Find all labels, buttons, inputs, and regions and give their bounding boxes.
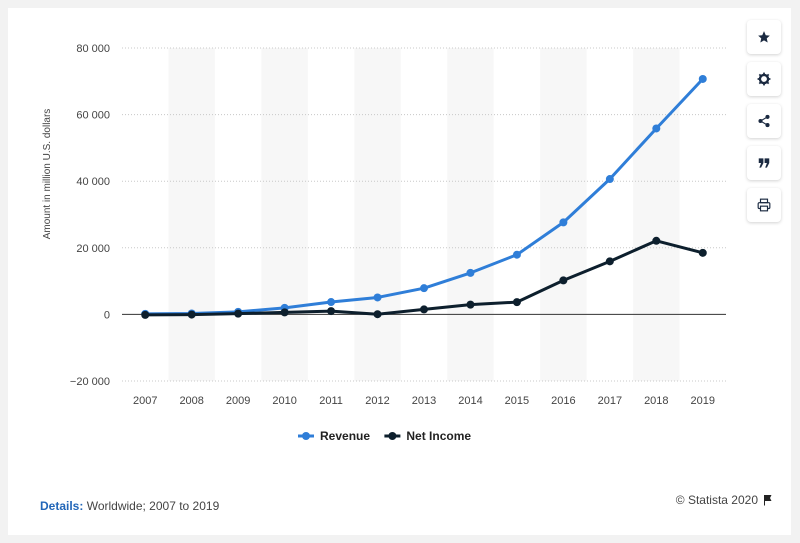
legend-label-revenue: Revenue xyxy=(320,429,370,443)
x-tick-label: 2011 xyxy=(319,395,343,407)
chart-card: −20 000 0 20 000 40 000 60 000 80 000 2007 200… xyxy=(8,8,791,535)
legend: Revenue Net Income xyxy=(298,429,471,443)
y-tick-label: −20 000 xyxy=(70,376,110,388)
y-tick-label: 40 000 xyxy=(76,176,110,188)
details-label[interactable]: Details: xyxy=(40,499,84,513)
print-button[interactable] xyxy=(747,188,781,222)
point-revenue-2018 xyxy=(652,124,661,133)
settings-button[interactable] xyxy=(747,62,781,96)
x-tick-label: 2012 xyxy=(365,395,389,407)
y-tick-label: 80 000 xyxy=(76,43,110,55)
point-net-income-2010 xyxy=(280,308,289,317)
band-2012 xyxy=(354,48,401,381)
point-revenue-2017 xyxy=(605,175,614,184)
y-axis-ticks: −20 000 0 20 000 40 000 60 000 80 000 xyxy=(70,43,110,388)
x-tick-label: 2013 xyxy=(412,395,436,407)
point-net-income-2017 xyxy=(605,257,614,266)
point-revenue-2011 xyxy=(327,298,336,307)
x-tick-label: 2010 xyxy=(272,395,296,407)
series-line-net-income xyxy=(145,239,704,317)
y-axis-label: Amount in million U.S. dollars xyxy=(42,109,53,240)
statista-credit[interactable]: © Statista 2020 xyxy=(676,493,774,507)
x-tick-label: 2009 xyxy=(226,395,250,407)
share-icon xyxy=(758,114,770,128)
point-net-income-2008 xyxy=(187,310,196,319)
band-2018 xyxy=(633,48,680,381)
point-revenue-2014 xyxy=(466,268,475,277)
star-icon xyxy=(758,31,770,43)
quote-icon xyxy=(758,158,770,168)
alternating-bands xyxy=(168,48,680,381)
x-tick-label: 2016 xyxy=(551,395,575,407)
point-revenue-2013 xyxy=(420,284,428,293)
x-tick-label: 2018 xyxy=(644,395,668,407)
band-2010 xyxy=(261,48,308,381)
point-net-income-2012 xyxy=(373,310,382,319)
y-tick-label: 60 000 xyxy=(76,110,110,122)
credit-text: © Statista 2020 xyxy=(675,493,758,507)
x-axis-ticks: 2007 2008 2009 2010 2011 2012 2013 2014 2015 2016… xyxy=(133,395,715,407)
point-net-income-2018 xyxy=(652,236,661,245)
point-net-income-2013 xyxy=(420,305,428,314)
details-text: Details: Worldwide; 2007 to 2019 xyxy=(40,499,219,513)
point-net-income-2014 xyxy=(466,300,475,309)
flag-icon xyxy=(764,495,772,506)
point-net-income-2007 xyxy=(141,310,150,319)
point-net-income-2009 xyxy=(234,309,243,318)
y-tick-label: 0 xyxy=(104,309,110,321)
point-revenue-2019 xyxy=(698,74,707,83)
cite-button[interactable] xyxy=(747,146,781,180)
legend-marker-revenue xyxy=(302,432,310,440)
x-tick-label: 2015 xyxy=(505,395,529,407)
x-tick-label: 2017 xyxy=(598,395,622,407)
print-icon xyxy=(757,198,771,212)
band-2014 xyxy=(447,48,494,381)
legend-label-net-income: Net Income xyxy=(406,429,471,443)
point-net-income-2016 xyxy=(559,276,568,285)
details-value: Worldwide; 2007 to 2019 xyxy=(86,499,220,513)
x-tick-label: 2007 xyxy=(133,395,157,407)
star-button[interactable] xyxy=(747,20,781,54)
point-revenue-2012 xyxy=(373,293,382,302)
x-tick-label: 2008 xyxy=(179,395,203,407)
band-2016 xyxy=(540,48,587,381)
point-net-income-2015 xyxy=(512,298,521,307)
point-net-income-2019 xyxy=(698,248,707,257)
point-revenue-2015 xyxy=(512,250,521,259)
point-revenue-2016 xyxy=(559,218,568,227)
point-net-income-2011 xyxy=(327,307,336,316)
legend-marker-net-income xyxy=(388,432,397,440)
band-2008 xyxy=(168,48,215,381)
x-tick-label: 2014 xyxy=(458,395,482,407)
share-button[interactable] xyxy=(747,104,781,138)
series-group xyxy=(141,74,707,319)
x-tick-label: 2019 xyxy=(691,395,715,407)
y-tick-label: 20 000 xyxy=(76,243,110,255)
series-line-revenue xyxy=(145,77,704,316)
gear-icon xyxy=(757,72,771,86)
